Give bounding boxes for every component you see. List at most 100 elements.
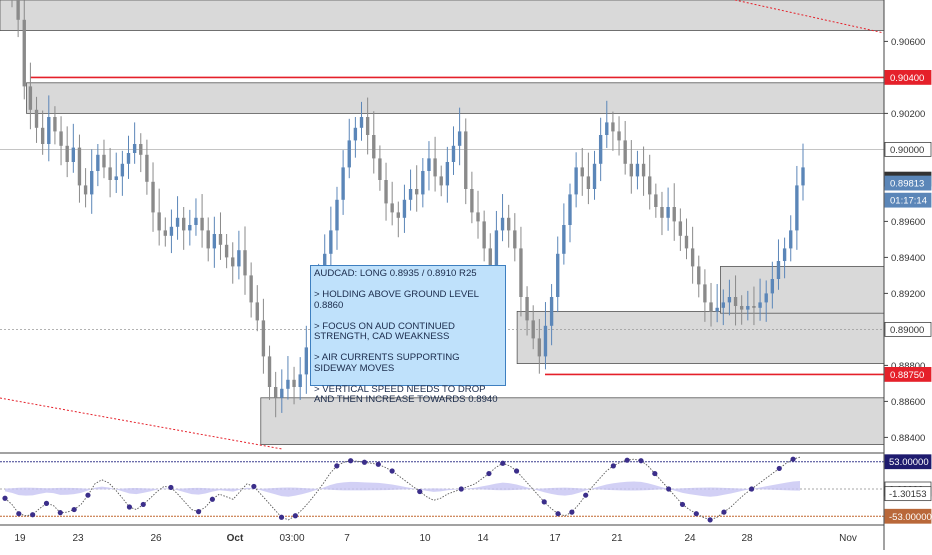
- support-resistance-zone: [516, 310, 885, 364]
- candle-body: [672, 207, 676, 222]
- price-label-box: [884, 321, 932, 337]
- candle-body: [654, 194, 658, 207]
- price-label-box: [884, 366, 932, 382]
- price-label-text: 01:17:14: [890, 196, 927, 207]
- candle-body: [163, 230, 167, 236]
- trendline-upper: [734, 0, 885, 34]
- candle-body: [746, 306, 750, 310]
- candle-body: [22, 19, 26, 87]
- candle-body: [464, 131, 468, 189]
- oscillator-line: [4, 456, 801, 521]
- time-tick-label: 14: [477, 533, 489, 544]
- candle-body: [457, 131, 462, 146]
- candle-body: [34, 109, 39, 128]
- oscillator-dot: [458, 486, 464, 492]
- candle-body: [359, 117, 364, 128]
- oscillator-dot: [513, 468, 520, 474]
- trade-note-line-3: > FOCUS ON AUD CONTINUED STRENGTH, CAD W…: [314, 320, 458, 342]
- candle-body: [488, 248, 492, 267]
- time-tick-label: 24: [684, 533, 696, 544]
- candle-body: [365, 117, 370, 135]
- price-tick-label: 0.90600: [891, 37, 925, 48]
- time-tick-label: 28: [741, 533, 753, 544]
- candle-body: [709, 302, 713, 312]
- candle-body: [90, 171, 94, 195]
- candle-body: [715, 307, 719, 312]
- price-label-text: 0.88750: [890, 370, 924, 381]
- oscillator-dot: [583, 492, 589, 498]
- oscillator-dot: [334, 463, 340, 469]
- price-label-text: 0.89813: [890, 179, 924, 190]
- candle-body: [629, 163, 633, 177]
- candle-body: [752, 306, 756, 308]
- oscillator-dot: [721, 509, 727, 515]
- candle-body: [169, 226, 174, 236]
- oscillator-panel: [0, 452, 932, 526]
- candle-body: [721, 302, 725, 308]
- oscillator-dot: [278, 514, 285, 520]
- candle-body: [47, 117, 51, 144]
- trade-note-line-4: > AIR CURRENTS SUPPORTING SIDEWAY MOVES: [314, 352, 463, 374]
- time-tick-label: Nov: [839, 533, 857, 544]
- price-tick-label: 0.89400: [891, 253, 925, 264]
- candle-body: [433, 158, 437, 177]
- oscillator-histogram: [5, 481, 800, 497]
- oscillator-dot: [486, 470, 492, 477]
- candle-body: [77, 147, 82, 186]
- candle-body: [617, 131, 621, 141]
- candle-body: [727, 297, 732, 303]
- candle-body: [427, 158, 431, 171]
- oscillator-dot: [652, 470, 658, 477]
- oscillator-dot: [749, 486, 755, 492]
- candle-body: [690, 248, 695, 267]
- candle-body: [789, 230, 793, 249]
- candle-body: [120, 163, 125, 177]
- candle-body: [286, 379, 290, 389]
- candle-body: [132, 144, 137, 153]
- price-tick-label: 0.88800: [891, 361, 925, 372]
- candle-body: [562, 225, 566, 254]
- oscillator-dot: [375, 461, 381, 467]
- oscillator-dot: [500, 460, 506, 466]
- oscillator-label-box: [884, 454, 932, 470]
- oscillator-dot: [57, 510, 63, 516]
- candle-body: [53, 117, 57, 132]
- time-tick-label: 10: [419, 533, 431, 544]
- candle-body: [40, 127, 45, 144]
- candle-body: [16, 0, 20, 20]
- candle-body: [218, 234, 223, 245]
- candle-body: [782, 248, 787, 261]
- price-tick-label: 0.89600: [891, 217, 925, 228]
- candle-body: [666, 207, 670, 218]
- candle-body: [525, 297, 529, 321]
- candle-body: [556, 253, 560, 297]
- candle-body: [108, 167, 112, 180]
- candle-body: [476, 212, 480, 222]
- price-tick-label: 0.88400: [891, 433, 925, 444]
- oscillator-label-text: -1.30153: [889, 489, 927, 500]
- support-resistance-zone: [260, 397, 885, 445]
- candle-body: [415, 189, 419, 195]
- candle-body: [59, 131, 63, 146]
- candle-body: [212, 234, 217, 249]
- candle-body: [96, 154, 100, 171]
- oscillator-dot: [666, 486, 672, 492]
- candle-body: [506, 217, 511, 231]
- time-tick-label: 23: [72, 533, 84, 544]
- candle-body: [421, 171, 425, 195]
- trade-note-box[interactable]: AUDCAD: LONG 0.8935 / 0.8910 R25 > HOLDI…: [310, 265, 506, 405]
- price-label-box: [884, 192, 932, 208]
- candle-body: [243, 250, 247, 276]
- candle-body: [378, 158, 382, 180]
- candle-body: [304, 347, 309, 375]
- candle-body: [592, 163, 597, 189]
- candle-body: [801, 167, 805, 186]
- candle-body: [408, 189, 413, 200]
- candle-body: [65, 145, 69, 162]
- oscillator-dot: [569, 509, 575, 515]
- candle-body: [261, 320, 266, 357]
- price-label-text: 0.89000: [890, 325, 924, 336]
- candle-body: [280, 388, 284, 398]
